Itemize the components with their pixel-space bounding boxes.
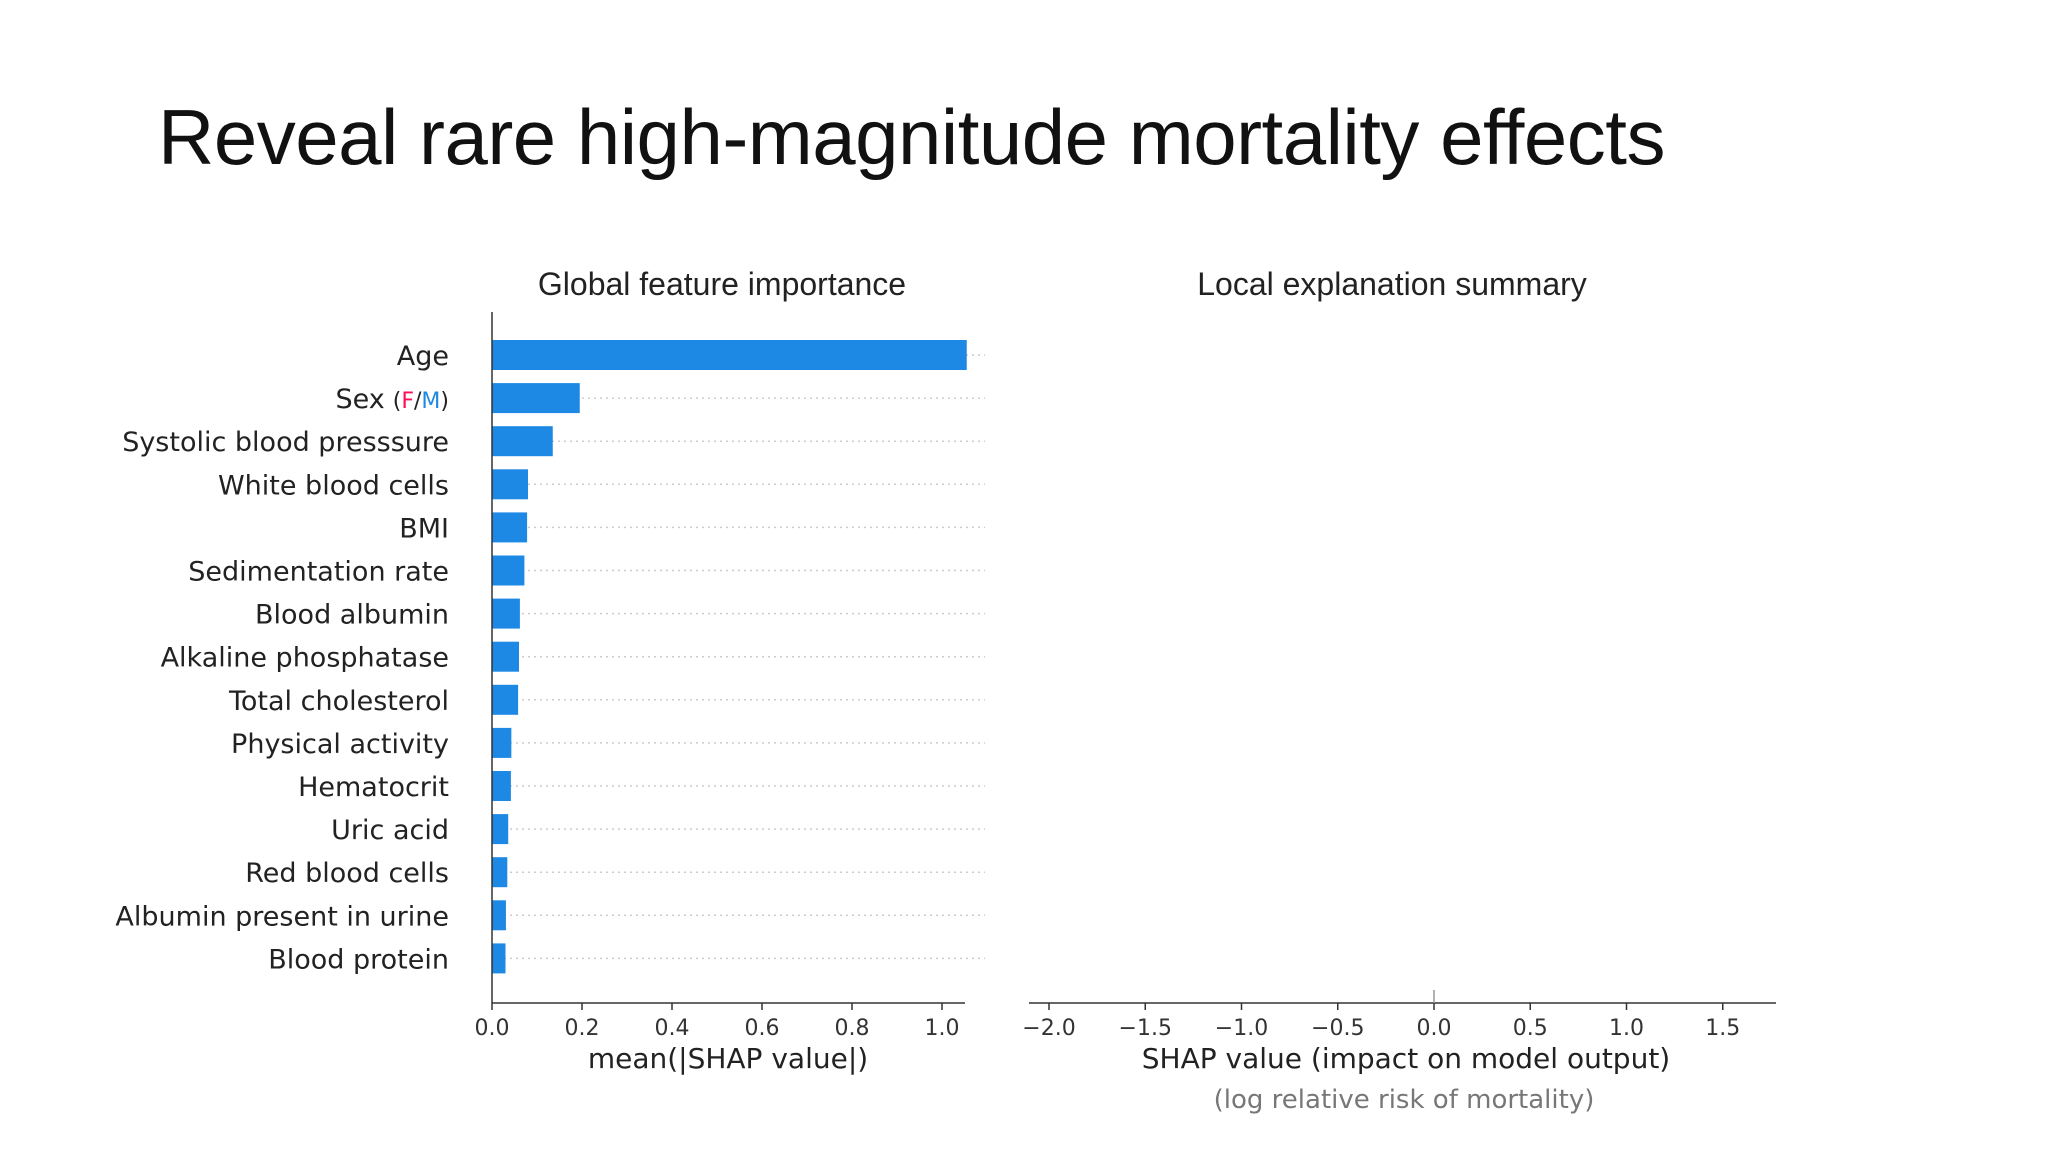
x-tick-label: 0.5	[1513, 1016, 1548, 1041]
bar	[492, 555, 525, 586]
feature-label: Albumin present in urine	[115, 901, 449, 932]
bar	[492, 900, 506, 931]
x-tick-label: −0.5	[1311, 1016, 1364, 1041]
feature-label: Blood protein	[268, 944, 449, 975]
right-chart-title: Local explanation summary	[1197, 266, 1587, 302]
global-importance-chart: Global feature importance Age Sex (F/M) Sys…	[115, 266, 985, 1075]
x-tick-label: 0.6	[745, 1016, 780, 1041]
x-tick-label: 0.4	[655, 1016, 690, 1041]
feature-label: Age	[397, 341, 449, 372]
bar	[492, 684, 519, 715]
bar	[492, 814, 509, 845]
left-bars	[492, 340, 967, 974]
left-x-ticks: 0.0 0.2 0.4 0.6 0.8 1.0	[475, 1003, 960, 1041]
x-tick-label: 1.5	[1705, 1016, 1740, 1041]
bar	[492, 340, 967, 370]
feature-label: Sedimentation rate	[188, 557, 449, 588]
bar	[492, 771, 511, 801]
right-x-ticks: −2.0 −1.5 −1.0 −0.5 0.0 0.5 1.0 1.5	[1022, 1003, 1740, 1041]
feature-label: Uric acid	[331, 815, 449, 846]
bar	[492, 943, 506, 974]
bar	[492, 426, 553, 457]
feature-label: White blood cells	[218, 470, 449, 501]
bar	[492, 383, 580, 414]
x-tick-label: 0.8	[835, 1016, 870, 1041]
bar	[492, 469, 528, 500]
bar	[492, 641, 519, 672]
feature-label: Total cholesterol	[228, 686, 449, 717]
x-tick-label: 0.0	[475, 1016, 510, 1041]
bar	[492, 512, 528, 543]
x-tick-label: −2.0	[1022, 1016, 1075, 1041]
bar	[492, 727, 512, 758]
feature-label: BMI	[399, 513, 449, 544]
x-tick-label: −1.5	[1119, 1016, 1172, 1041]
feature-label: Blood albumin	[255, 600, 449, 631]
local-explanation-chart: Local explanation summary −2.0 −1.5 −1.0 −0…	[1022, 266, 1776, 1115]
feature-label: Physical activity	[231, 729, 449, 760]
x-tick-label: 1.0	[925, 1016, 960, 1041]
x-tick-label: 0.2	[565, 1016, 600, 1041]
left-feature-labels: Age Sex (F/M) Systolic blood presssure White…	[115, 341, 449, 975]
x-tick-label: 1.0	[1609, 1016, 1644, 1041]
feature-label: Red blood cells	[245, 858, 449, 889]
x-tick-label: 0.0	[1417, 1016, 1452, 1041]
feature-label: Alkaline phosphatase	[161, 643, 449, 674]
x-tick-label: −1.0	[1215, 1016, 1268, 1041]
slide-title: Reveal rare high-magnitude mortality eff…	[158, 93, 1665, 181]
feature-label: Systolic blood presssure	[122, 427, 449, 458]
feature-label: Sex (F/M)	[335, 384, 449, 415]
feature-label: Hematocrit	[298, 772, 449, 803]
left-x-axis-label: mean(|SHAP value|)	[588, 1042, 868, 1075]
right-x-axis-note: (log relative risk of mortality)	[1214, 1085, 1595, 1115]
left-chart-title: Global feature importance	[538, 266, 906, 302]
left-row-grid	[492, 354, 985, 960]
right-x-axis-label: SHAP value (impact on model output)	[1142, 1042, 1670, 1075]
bar	[492, 857, 508, 888]
bar	[492, 598, 520, 629]
